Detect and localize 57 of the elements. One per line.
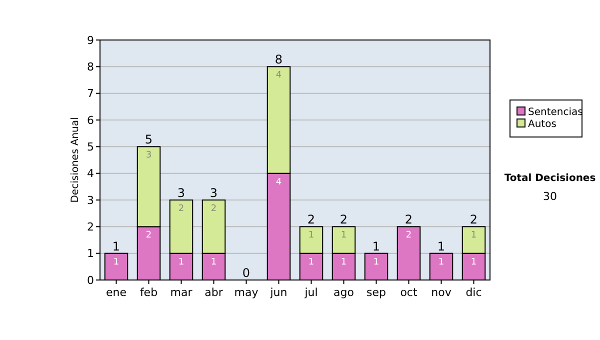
y-tick-label: 8 <box>87 60 94 74</box>
data-label: 1 <box>470 230 477 241</box>
x-tick-label: mar <box>170 286 193 299</box>
data-label: 1 <box>113 257 120 268</box>
total-label: 3 <box>177 186 186 200</box>
data-label: 4 <box>276 177 282 188</box>
x-tick-label: jul <box>304 286 318 299</box>
x-tick-label: oct <box>400 286 418 299</box>
x-tick-label: ago <box>334 286 354 299</box>
x-tick-label: may <box>234 286 259 299</box>
data-label: 1 <box>308 257 314 268</box>
data-label: 3 <box>146 150 152 161</box>
total-label: 1 <box>112 239 120 254</box>
x-tick-label: feb <box>140 286 158 299</box>
total-label: 0 <box>242 266 250 280</box>
total-label: 2 <box>307 212 316 227</box>
total-label: 5 <box>144 132 153 147</box>
x-tick-label: sep <box>366 286 386 299</box>
x-tick-label: jun <box>269 286 288 299</box>
data-label: 2 <box>178 204 184 214</box>
x-tick-label: dic <box>466 286 482 299</box>
data-label: 2 <box>406 230 412 241</box>
data-label: 1 <box>308 230 314 241</box>
data-label: 2 <box>210 204 217 214</box>
total-label: 1 <box>437 239 446 254</box>
data-label: 1 <box>373 257 380 268</box>
text: 30 <box>543 190 557 203</box>
data-label: 1 <box>340 230 347 241</box>
total-label: 2 <box>404 212 413 227</box>
data-label: 1 <box>178 257 184 268</box>
y-tick-label: 2 <box>87 220 94 234</box>
y-tick-label: 7 <box>87 87 94 100</box>
data-label: 1 <box>438 257 444 268</box>
data-label: 1 <box>470 257 477 268</box>
y-tick-label: 5 <box>87 140 94 154</box>
y-tick-label: 9 <box>87 34 94 47</box>
legend-label: Sentencias <box>528 107 583 118</box>
x-tick-label: nov <box>431 286 452 299</box>
total-label: 1 <box>372 239 380 254</box>
y-axis-title: Decisiones Anual <box>70 117 81 203</box>
y-tick-label: 6 <box>87 114 94 127</box>
x-tick-label: abr <box>204 286 224 299</box>
y-tick-label: 1 <box>87 247 94 260</box>
text: Total Decisiones <box>504 173 596 184</box>
data-label: 1 <box>340 257 347 268</box>
data-label: 2 <box>146 230 152 241</box>
total-label: 8 <box>274 52 283 67</box>
data-label: 4 <box>276 70 282 81</box>
total-label: 2 <box>340 212 348 227</box>
y-tick-label: 0 <box>87 274 94 287</box>
total-label: 3 <box>210 186 218 200</box>
legend-label: Autos <box>528 119 556 130</box>
x-tick-label: ene <box>106 286 127 299</box>
y-tick-label: 4 <box>87 167 94 180</box>
y-tick-label: 3 <box>87 194 94 207</box>
total-label: 2 <box>470 212 478 227</box>
data-label: 1 <box>210 257 217 268</box>
